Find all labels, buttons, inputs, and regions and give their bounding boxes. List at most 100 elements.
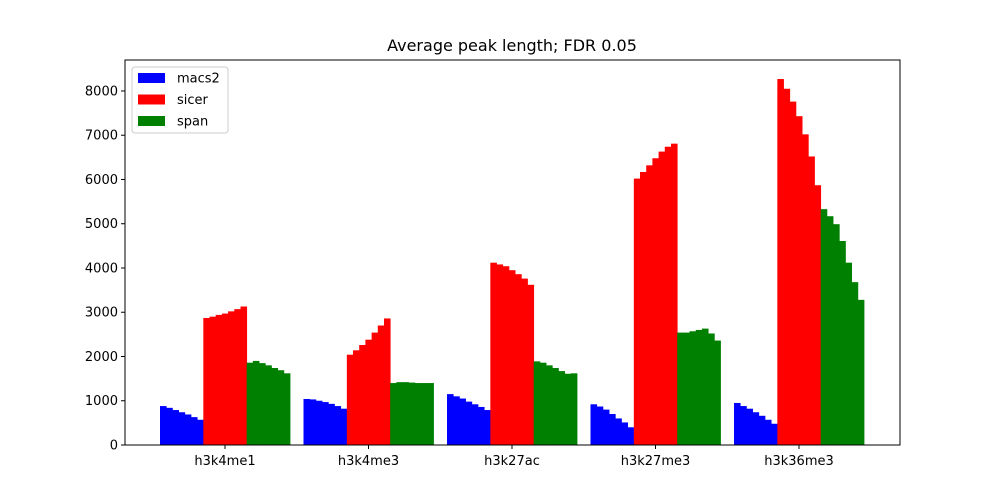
span-bar-h3k4me3-6: [421, 383, 428, 445]
macs2-bar-h3k27me3-7: [627, 427, 635, 445]
x-axis: h3k4me1 h3k4me3 h3k27ac h3k27me3 h3k36me3: [194, 445, 834, 469]
x-tick-label: h3k4me3: [338, 454, 399, 469]
sicer-bar-h3k27me3-3: [646, 165, 653, 445]
sicer-bar-h3k27ac-7: [527, 284, 535, 445]
sicer-bar-h3k4me3-3: [359, 344, 366, 445]
sicer-bar-h3k27me3-5: [658, 151, 666, 445]
span-bar-h3k27me3-7: [714, 340, 721, 445]
span-bar-h3k4me1-5: [271, 368, 279, 445]
macs2-bar-h3k36me3-3: [746, 408, 753, 445]
macs2-bar-h3k4me3-1: [303, 398, 311, 445]
macs2-bar-h3k4me1-4: [178, 412, 186, 445]
sicer-bar-h3k4me1-3: [215, 314, 223, 445]
sicer-bar-h3k4me1-4: [221, 313, 229, 445]
macs2-bar-h3k36me3-7: [771, 423, 778, 445]
x-tick-label: h3k36me3: [764, 454, 834, 469]
macs2-bar-h3k36me3-6: [764, 419, 772, 445]
span-bar-h3k36me3-5: [845, 262, 853, 445]
sicer-bar-h3k4me3-6: [377, 325, 385, 445]
span-bar-h3k36me3-2: [826, 216, 834, 445]
y-tick-label: 3000: [85, 306, 118, 321]
sicer-bar-h3k27me3-6: [664, 146, 672, 446]
legend-label-span: span: [177, 115, 208, 130]
sicer-bar-h3k36me3-4: [795, 116, 803, 445]
macs2-bar-h3k36me3-4: [752, 412, 760, 445]
sicer-bar-h3k4me3-4: [365, 339, 372, 445]
macs2-bar-h3k4me1-3: [172, 410, 179, 445]
sicer-bar-h3k4me1-7: [240, 306, 248, 445]
sicer-bar-h3k27ac-3: [502, 266, 510, 445]
sicer-bar-h3k27ac-2: [496, 264, 504, 445]
y-tick-label: 0: [110, 439, 118, 454]
macs2-bar-h3k27me3-5: [615, 418, 622, 445]
sicer-bar-h3k4me1-6: [234, 309, 241, 445]
span-bar-h3k4me1-7: [283, 373, 291, 445]
legend-swatch-span: [138, 116, 165, 126]
macs2-bar-h3k36me3-5: [758, 415, 766, 445]
macs2-bar-h3k27ac-1: [447, 394, 454, 445]
legend: macs2 sicer span: [131, 66, 229, 134]
span-bar-h3k27ac-7: [570, 373, 578, 445]
span-bar-h3k36me3-6: [851, 282, 859, 445]
span-bar-h3k27me3-5: [701, 328, 709, 445]
span-bar-h3k27me3-6: [708, 333, 715, 445]
macs2-bar-h3k27ac-7: [484, 410, 491, 445]
sicer-bar-h3k27ac-1: [490, 262, 497, 445]
macs2-bar-h3k27ac-4: [465, 401, 473, 445]
macs2-bar-h3k27ac-6: [477, 406, 485, 445]
span-bar-h3k4me1-3: [259, 363, 266, 445]
span-bar-h3k4me1-1: [246, 362, 254, 445]
y-tick-label: 6000: [85, 173, 118, 188]
sicer-bar-h3k27ac-4: [508, 270, 516, 445]
sicer-bar-h3k36me3-7: [814, 185, 822, 446]
macs2-bar-h3k27me3-1: [590, 404, 598, 445]
span-bar-h3k36me3-7: [857, 299, 865, 445]
sicer-bar-h3k27me3-7: [670, 143, 678, 445]
macs2-bar-h3k27me3-3: [602, 409, 610, 445]
span-bar-h3k4me3-1: [390, 383, 397, 445]
sicer-bar-h3k4me3-7: [383, 318, 391, 445]
span-bar-h3k27me3-2: [683, 332, 690, 445]
y-tick-label: 2000: [85, 350, 118, 365]
macs2-bar-h3k4me3-6: [334, 406, 342, 445]
sicer-bar-h3k36me3-3: [789, 101, 797, 445]
sicer-bar-h3k36me3-5: [802, 134, 809, 445]
span-bar-h3k27ac-5: [558, 371, 566, 445]
sicer-bar-h3k27ac-5: [515, 274, 522, 445]
macs2-bar-h3k36me3-2: [740, 406, 747, 445]
macs2-bar-h3k36me3-1: [734, 402, 741, 445]
span-bar-h3k27ac-3: [546, 365, 553, 445]
span-bar-h3k4me3-3: [402, 382, 410, 445]
x-tick-label: h3k27me3: [621, 454, 691, 469]
y-axis: 0 1000 2000 3000 4000 5000 6000 7000 8000: [85, 84, 125, 454]
y-tick-label: 7000: [85, 129, 118, 144]
macs2-bar-h3k4me3-2: [309, 399, 317, 445]
span-bar-h3k36me3-4: [839, 240, 846, 445]
macs2-bar-h3k4me1-5: [184, 414, 192, 445]
span-bar-h3k27ac-4: [552, 368, 559, 445]
span-bar-h3k4me1-4: [265, 365, 272, 445]
span-bar-h3k4me3-5: [414, 383, 422, 445]
span-bar-h3k36me3-3: [833, 224, 840, 445]
sicer-bar-h3k4me1-5: [228, 311, 235, 445]
span-bar-h3k4me3-7: [427, 383, 434, 445]
sicer-bar-h3k27me3-1: [633, 178, 641, 445]
sicer-bar-h3k4me3-2: [353, 350, 360, 445]
y-tick-label: 1000: [85, 394, 118, 409]
span-bar-h3k27ac-6: [564, 373, 572, 445]
sicer-bar-h3k36me3-2: [783, 88, 791, 445]
legend-label-macs2: macs2: [177, 72, 220, 87]
sicer-bar-h3k27me3-4: [652, 158, 659, 446]
sicer-bar-h3k4me3-1: [346, 354, 354, 445]
sicer-bar-h3k4me3-5: [371, 332, 379, 445]
macs2-bar-h3k27me3-4: [609, 414, 616, 445]
sicer-bar-h3k36me3-1: [777, 79, 784, 445]
span-bar-h3k4me3-4: [408, 382, 416, 445]
macs2-bar-h3k4me3-3: [315, 400, 323, 445]
x-tick-label: h3k27ac: [484, 454, 540, 469]
sicer-bar-h3k4me1-2: [209, 316, 217, 445]
span-bar-h3k27me3-1: [677, 332, 684, 445]
span-bar-h3k4me1-6: [277, 370, 285, 445]
span-bar-h3k36me3-1: [820, 209, 828, 445]
span-bar-h3k4me1-2: [252, 360, 260, 445]
